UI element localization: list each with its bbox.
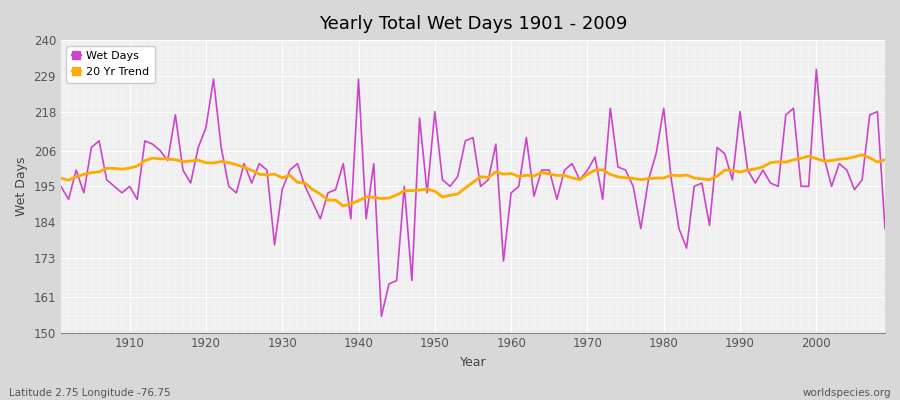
Text: worldspecies.org: worldspecies.org	[803, 388, 891, 398]
Text: Latitude 2.75 Longitude -76.75: Latitude 2.75 Longitude -76.75	[9, 388, 171, 398]
Y-axis label: Wet Days: Wet Days	[15, 156, 28, 216]
X-axis label: Year: Year	[460, 356, 486, 369]
Title: Yearly Total Wet Days 1901 - 2009: Yearly Total Wet Days 1901 - 2009	[319, 15, 627, 33]
Legend: Wet Days, 20 Yr Trend: Wet Days, 20 Yr Trend	[67, 46, 155, 82]
